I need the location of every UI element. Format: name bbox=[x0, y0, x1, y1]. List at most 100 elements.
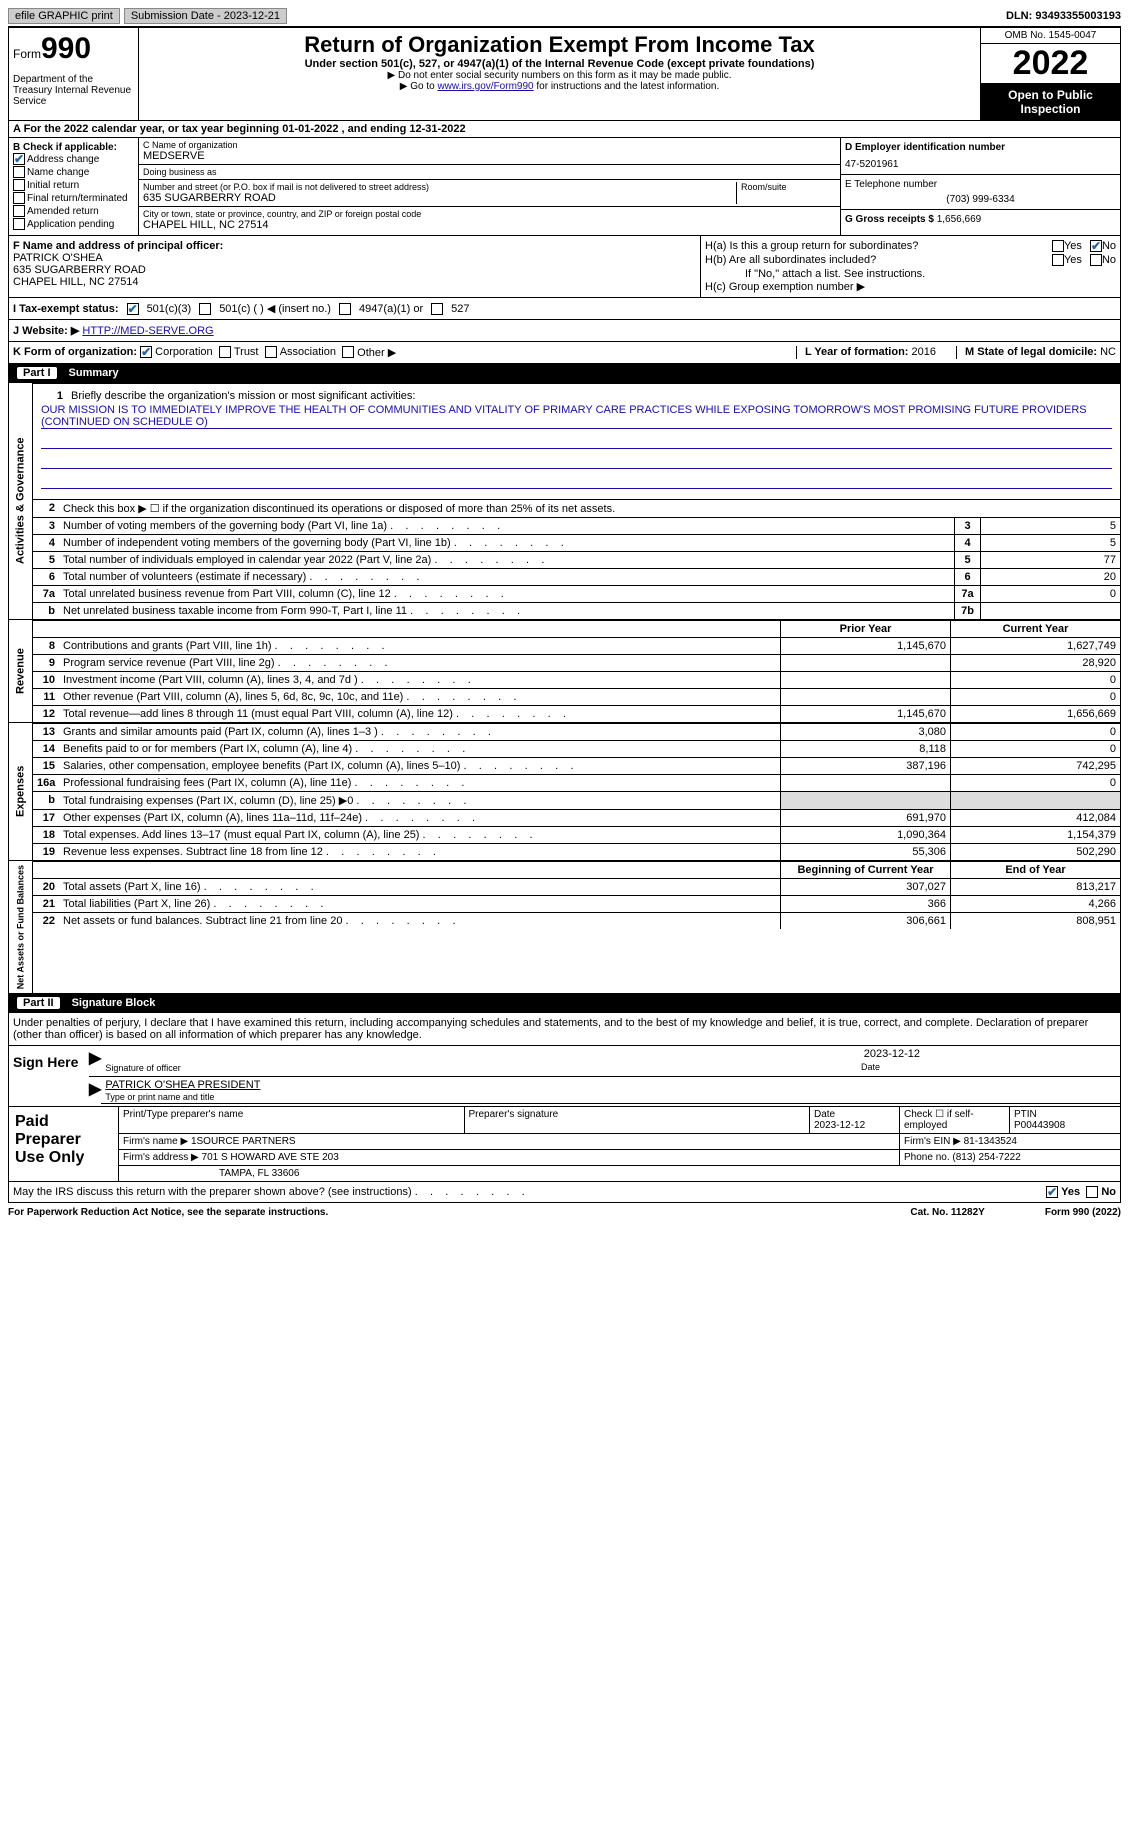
line-val: 77 bbox=[980, 552, 1120, 568]
firm-phone: (813) 254-7222 bbox=[952, 1152, 1020, 1163]
chk-final-return[interactable] bbox=[13, 192, 25, 204]
line-num: 4 bbox=[33, 535, 59, 551]
line-label: Contributions and grants (Part VIII, lin… bbox=[59, 638, 780, 654]
line-label: Professional fundraising fees (Part IX, … bbox=[59, 775, 780, 791]
tel-value: (703) 999-6334 bbox=[845, 190, 1116, 205]
submission-date: Submission Date - 2023-12-21 bbox=[124, 8, 287, 24]
gross-value: 1,656,669 bbox=[937, 214, 982, 225]
curr-val: 4,266 bbox=[950, 896, 1120, 912]
prep-date-val: 2023-12-12 bbox=[814, 1120, 865, 1131]
firm-name: 1SOURCE PARTNERS bbox=[191, 1136, 296, 1147]
chk-app-pending[interactable] bbox=[13, 218, 25, 230]
l-value: 2016 bbox=[912, 346, 936, 358]
j-label: J Website: ▶ bbox=[13, 325, 79, 337]
line-label: Total unrelated business revenue from Pa… bbox=[59, 586, 954, 602]
prior-val: 691,970 bbox=[780, 810, 950, 826]
block-bcd: B Check if applicable: Address change Na… bbox=[8, 138, 1121, 236]
prior-val: 366 bbox=[780, 896, 950, 912]
chk-527[interactable] bbox=[431, 303, 443, 315]
line1-num: 1 bbox=[41, 388, 67, 404]
chk-other[interactable] bbox=[342, 346, 354, 358]
tab-expenses: Expenses bbox=[9, 723, 33, 860]
irs-link[interactable]: www.irs.gov/Form990 bbox=[437, 81, 533, 92]
line-label: Benefits paid to or for members (Part IX… bbox=[59, 741, 780, 757]
may-no[interactable] bbox=[1086, 1186, 1098, 1198]
summary-net: Net Assets or Fund Balances Beginning of… bbox=[8, 861, 1121, 994]
hb-yes[interactable] bbox=[1052, 254, 1064, 266]
line-val: 20 bbox=[980, 569, 1120, 585]
chk-initial-return[interactable] bbox=[13, 179, 25, 191]
part1-header: Part I Summary bbox=[8, 364, 1121, 383]
hdr-beg: Beginning of Current Year bbox=[780, 862, 950, 878]
opt-4947: 4947(a)(1) or bbox=[359, 303, 423, 315]
chk-assoc[interactable] bbox=[265, 346, 277, 358]
blank-line2 bbox=[41, 455, 1112, 469]
line-label: Other expenses (Part IX, column (A), lin… bbox=[59, 810, 780, 826]
tab-netassets: Net Assets or Fund Balances bbox=[9, 861, 33, 993]
ptin-val: P00443908 bbox=[1014, 1120, 1065, 1131]
sig-date: 2023-12-12 bbox=[105, 1048, 1120, 1062]
lbl-yes: Yes bbox=[1064, 240, 1082, 252]
line-num: 15 bbox=[33, 758, 59, 774]
name-title-lbl: Type or print name and title bbox=[105, 1092, 214, 1102]
city-value: CHAPEL HILL, NC 27514 bbox=[143, 219, 836, 231]
opt-assoc: Association bbox=[280, 346, 336, 359]
chk-501c[interactable] bbox=[199, 303, 211, 315]
street-addr: 635 SUGARBERRY ROAD bbox=[143, 192, 736, 204]
ha-yes[interactable] bbox=[1052, 240, 1064, 252]
goto-pre: ▶ Go to bbox=[400, 81, 438, 92]
line-num: b bbox=[33, 792, 59, 809]
curr-val: 412,084 bbox=[950, 810, 1120, 826]
hdr-curr: Current Year bbox=[950, 621, 1120, 637]
line-num: b bbox=[33, 603, 59, 619]
prep-selfemp: Check ☐ if self-employed bbox=[900, 1107, 1010, 1133]
curr-val: 0 bbox=[950, 724, 1120, 740]
officer-addr2: CHAPEL HILL, NC 27514 bbox=[13, 276, 139, 288]
firm-phone-lbl: Phone no. bbox=[904, 1152, 950, 1163]
may-yes[interactable] bbox=[1046, 1186, 1058, 1198]
ha-label: H(a) Is this a group return for subordin… bbox=[705, 240, 918, 252]
lbl-no: No bbox=[1102, 240, 1116, 252]
line-val: 5 bbox=[980, 535, 1120, 551]
chk-amended[interactable] bbox=[13, 205, 25, 217]
row-j: J Website: ▶ HTTP://MED-SERVE.ORG bbox=[8, 320, 1121, 342]
curr-val: 0 bbox=[950, 775, 1120, 791]
firm-name-lbl: Firm's name ▶ bbox=[123, 1136, 188, 1147]
efile-btn[interactable]: efile GRAPHIC print bbox=[8, 8, 120, 24]
goto-post: for instructions and the latest informat… bbox=[534, 81, 720, 92]
k-label: K Form of organization: bbox=[13, 346, 137, 359]
chk-name-change[interactable] bbox=[13, 166, 25, 178]
chk-4947[interactable] bbox=[339, 303, 351, 315]
summary-gov: Activities & Governance 1Briefly describ… bbox=[8, 383, 1121, 620]
prior-val: 1,090,364 bbox=[780, 827, 950, 843]
tab-revenue: Revenue bbox=[9, 620, 33, 722]
chk-trust[interactable] bbox=[219, 346, 231, 358]
prior-val: 1,145,670 bbox=[780, 706, 950, 722]
line-num: 3 bbox=[33, 518, 59, 534]
opt-corp: Corporation bbox=[155, 346, 212, 359]
mission-text: OUR MISSION IS TO IMMEDIATELY IMPROVE TH… bbox=[41, 404, 1112, 429]
ha-no[interactable] bbox=[1090, 240, 1102, 252]
prior-val: 55,306 bbox=[780, 844, 950, 860]
prior-val: 3,080 bbox=[780, 724, 950, 740]
officer-typed-name: PATRICK O'SHEA PRESIDENT bbox=[105, 1079, 1120, 1091]
may-no-lbl: No bbox=[1101, 1186, 1116, 1198]
hb-no[interactable] bbox=[1090, 254, 1102, 266]
chk-address-change[interactable] bbox=[13, 153, 25, 165]
curr-val: 742,295 bbox=[950, 758, 1120, 774]
opt-527: 527 bbox=[451, 303, 469, 315]
tax-year: 2022 bbox=[981, 44, 1120, 84]
chk-501c3[interactable] bbox=[127, 303, 139, 315]
prep-sig-lbl: Preparer's signature bbox=[465, 1107, 811, 1133]
opt-trust: Trust bbox=[234, 346, 259, 359]
line-label: Number of voting members of the governin… bbox=[59, 518, 954, 534]
i-label: I Tax-exempt status: bbox=[13, 303, 119, 315]
lbl-initial-return: Initial return bbox=[27, 180, 79, 191]
line-num: 6 bbox=[33, 569, 59, 585]
chk-corp[interactable] bbox=[140, 346, 152, 358]
prior-val bbox=[780, 689, 950, 705]
c-name-label: C Name of organization bbox=[143, 140, 836, 150]
website-link[interactable]: HTTP://MED-SERVE.ORG bbox=[82, 325, 213, 337]
line-num: 14 bbox=[33, 741, 59, 757]
opt-other: Other ▶ bbox=[357, 346, 396, 359]
